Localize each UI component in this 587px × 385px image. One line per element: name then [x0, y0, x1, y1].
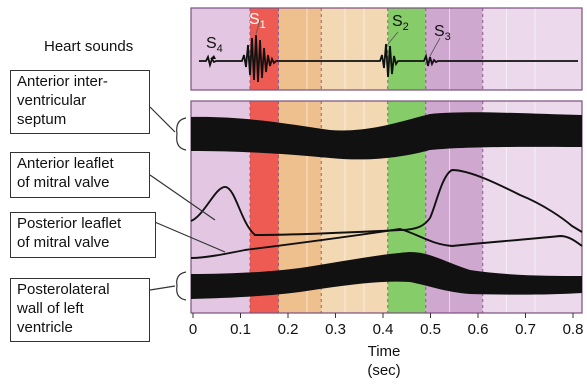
posterior-leaflet-leader — [149, 219, 226, 253]
callout-posterior-leaflet-line-2: of mitral valve — [17, 234, 110, 251]
callout-leaders — [149, 106, 226, 301]
top-band-isovolumic-relaxation — [387, 8, 426, 90]
top-band-rapid-filling — [425, 8, 483, 90]
tick-label-8: 0.8 — [563, 321, 584, 338]
callout-anterior-leaflet-line-1: Anterior leaflet — [17, 155, 114, 172]
callout-posterior-leaflet: Posterior leaflet of mitral valve — [10, 212, 156, 258]
tick-label-5: 0.5 — [420, 321, 441, 338]
posterolateral-wall-leader — [149, 285, 176, 291]
callout-posterolateral-wall-line-3: ventricle — [17, 319, 73, 336]
top-band-reduced-ejection — [321, 8, 388, 90]
tick-label-6: 0.6 — [468, 321, 489, 338]
sound-pointer-0 — [255, 19, 261, 35]
posterolateral-wall-bracket — [176, 271, 187, 301]
callout-anterior-leaflet: Anterior leaflet of mitral valve — [10, 152, 150, 198]
top-band-rapid-ejection — [278, 8, 322, 90]
time-axis: 0 0.1 0.2 0.3 0.4 0.5 0.6 0.7 0.8 — [189, 313, 584, 338]
sound-label-sub-s2: 2 — [403, 21, 409, 33]
heart-sounds-label: Heart sounds — [44, 38, 133, 55]
callout-septum-line-2: ventricular — [17, 92, 87, 109]
sound-pointer-1 — [387, 31, 399, 45]
top-band-atrial-systole — [191, 8, 250, 90]
posterior-leaflet-trace — [190, 228, 583, 259]
tick-label-3: 0.3 — [325, 321, 346, 338]
sound-pointer-2 — [429, 37, 441, 57]
anterior-leaflet-leader — [149, 174, 216, 221]
callout-posterolateral-wall-line-2: wall of left — [17, 300, 84, 317]
anterior-leaflet-trace — [190, 169, 583, 236]
posterolateral-wall-band — [191, 252, 582, 299]
callout-anterior-leaflet-line-2: of mitral valve — [17, 174, 110, 191]
callout-posterolateral-wall-line-1: Posterolateral — [17, 281, 110, 298]
callout-septum-line-3: septum — [17, 111, 67, 128]
tick-label-0: 0 — [189, 321, 197, 338]
sound-label-sub-s4: 4 — [217, 43, 223, 55]
tick-label-7: 0.7 — [515, 321, 536, 338]
s4-arrow — [210, 55, 216, 59]
septum-bracket — [176, 117, 187, 151]
septum-leader — [149, 106, 176, 133]
sound-label-sub-s1: 1 — [260, 19, 266, 31]
heart-sound-trace — [199, 34, 578, 83]
septum-band — [191, 112, 582, 160]
sound-label-sub-s3: 3 — [445, 31, 451, 43]
tick-label-1: 0.1 — [230, 321, 251, 338]
time-axis-label: Time — [368, 343, 401, 360]
heart-sounds-panel-border — [190, 7, 583, 91]
callout-septum: Anterior inter- ventricular septum — [10, 70, 150, 134]
mmode-panel-border — [190, 100, 583, 314]
callout-posterolateral-wall: Posterolateral wall of left ventricle — [10, 278, 150, 342]
tick-label-4: 0.4 — [373, 321, 394, 338]
heart-sounds-phase-bands — [191, 8, 582, 90]
tick-label-2: 0.2 — [278, 321, 299, 338]
callout-posterior-leaflet-line-1: Posterior leaflet — [17, 215, 122, 232]
callout-septum-line-1: Anterior inter- — [17, 73, 108, 90]
top-band-diastasis — [482, 8, 582, 90]
time-axis-unit: (sec) — [367, 362, 400, 379]
